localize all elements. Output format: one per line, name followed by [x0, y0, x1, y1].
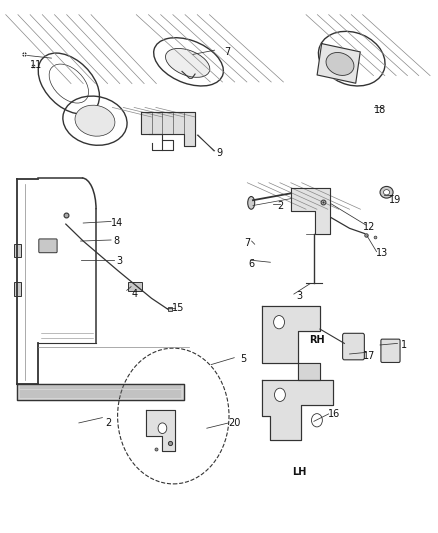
- Ellipse shape: [158, 423, 167, 433]
- Text: 5: 5: [240, 354, 246, 364]
- Text: 9: 9: [216, 148, 222, 158]
- Text: 3: 3: [117, 256, 123, 266]
- Text: 1: 1: [401, 340, 407, 350]
- Polygon shape: [17, 384, 184, 400]
- Ellipse shape: [326, 52, 354, 76]
- Bar: [14, 282, 21, 296]
- Bar: [14, 244, 21, 257]
- Text: 2: 2: [277, 200, 283, 211]
- Polygon shape: [291, 188, 330, 233]
- Text: 16: 16: [328, 409, 340, 419]
- Text: 14: 14: [111, 218, 123, 228]
- Text: LH: LH: [292, 467, 307, 477]
- FancyBboxPatch shape: [343, 333, 364, 360]
- Ellipse shape: [75, 105, 115, 136]
- Text: 20: 20: [228, 418, 240, 428]
- Polygon shape: [261, 306, 320, 363]
- FancyBboxPatch shape: [39, 239, 57, 253]
- Text: 8: 8: [113, 236, 120, 246]
- Text: 13: 13: [376, 248, 389, 259]
- FancyBboxPatch shape: [381, 339, 400, 362]
- Ellipse shape: [380, 187, 393, 198]
- Polygon shape: [146, 410, 175, 451]
- Text: 7: 7: [225, 47, 231, 56]
- Text: RH: RH: [309, 335, 325, 345]
- Bar: [128, 282, 142, 292]
- Ellipse shape: [248, 197, 254, 209]
- Polygon shape: [261, 381, 333, 440]
- Text: 7: 7: [244, 238, 251, 248]
- Ellipse shape: [275, 388, 286, 401]
- Text: 12: 12: [363, 222, 375, 232]
- Polygon shape: [317, 44, 360, 83]
- Text: 19: 19: [389, 195, 401, 205]
- Text: 18: 18: [374, 105, 386, 115]
- Ellipse shape: [311, 414, 322, 427]
- Text: 3: 3: [297, 290, 303, 301]
- Polygon shape: [141, 112, 195, 146]
- Text: 4: 4: [131, 289, 137, 299]
- Ellipse shape: [166, 49, 210, 77]
- Polygon shape: [298, 363, 320, 381]
- Text: 2: 2: [105, 418, 111, 428]
- Text: 15: 15: [171, 303, 184, 313]
- Text: 6: 6: [249, 259, 255, 269]
- Text: 11: 11: [30, 60, 42, 70]
- Ellipse shape: [384, 190, 390, 195]
- Text: 17: 17: [363, 351, 375, 361]
- Ellipse shape: [274, 316, 285, 329]
